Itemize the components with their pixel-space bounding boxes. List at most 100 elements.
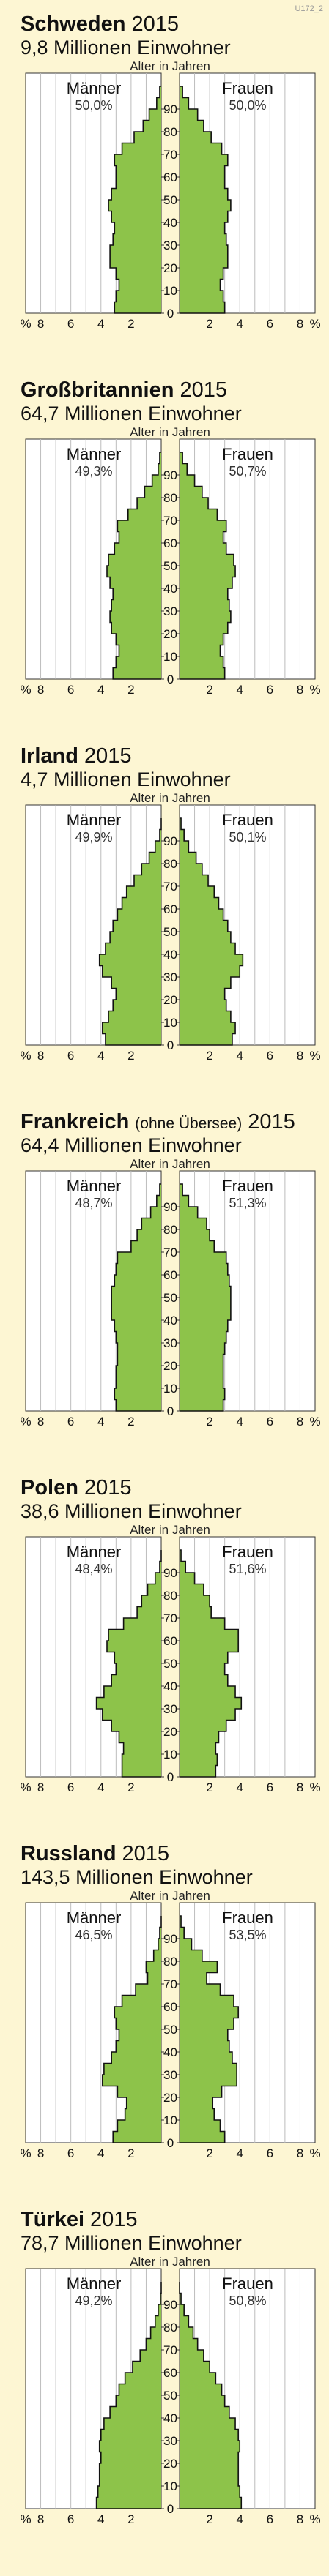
female-bar	[180, 2452, 239, 2463]
female-bar	[180, 1229, 210, 1241]
female-bar	[180, 268, 223, 280]
age-tick-label: 10	[163, 1016, 177, 1030]
female-bar	[180, 531, 223, 543]
female-bar	[180, 943, 236, 954]
age-tick-label: 90	[163, 834, 177, 848]
female-bar	[180, 954, 243, 966]
male-bar	[103, 2063, 161, 2075]
male-bar	[134, 132, 161, 143]
male-bar	[99, 2474, 161, 2486]
title-year: 2015	[180, 378, 227, 402]
female-bar	[180, 1184, 183, 1196]
chart-subtitle: 78,7 Millionen Einwohner	[21, 2232, 242, 2254]
male-bar	[111, 1298, 161, 1309]
female-bar	[180, 2373, 216, 2384]
population-pyramid: Alter in Jahren 0 10 20 30 40 50 60 70 80 90 Männer…	[20, 2255, 320, 2526]
male-bar	[117, 2086, 161, 2097]
x-tick-label: 6	[67, 1049, 74, 1063]
female-bar	[180, 475, 195, 487]
male-bar	[108, 200, 161, 211]
x-tick-label: 8	[297, 1049, 303, 1063]
female-bar	[180, 1573, 195, 1584]
x-tick-label: 2	[127, 317, 134, 331]
male-label: Männer	[67, 79, 122, 97]
country-name: Russland	[21, 1842, 117, 1865]
male-bar	[117, 909, 161, 921]
male-bar	[110, 256, 161, 268]
female-bar	[180, 2486, 240, 2498]
female-outline	[180, 1549, 243, 1778]
female-bar	[180, 599, 229, 611]
x-tick-label: 2	[206, 1781, 212, 1794]
male-outline	[95, 2282, 162, 2509]
female-bar	[180, 577, 232, 588]
male-share: 48,4%	[75, 1562, 112, 1576]
female-bar	[180, 2429, 239, 2441]
male-bar	[126, 2097, 161, 2109]
female-bar	[180, 1606, 212, 1618]
female-bar	[180, 875, 209, 886]
female-bar	[180, 1561, 186, 1573]
female-bar	[180, 2361, 210, 2373]
male-label: Männer	[67, 2274, 122, 2293]
female-bar	[180, 932, 231, 943]
age-tick-label: 40	[163, 2045, 177, 2059]
male-bar	[100, 2429, 161, 2441]
age-tick-label: 70	[163, 1246, 177, 1259]
x-tick-label: 2	[127, 1415, 134, 1429]
age-tick-label: 20	[163, 2091, 177, 2105]
male-bar	[102, 1709, 161, 1721]
female-outline	[180, 86, 232, 314]
female-bar	[180, 841, 189, 853]
x-tick-label: 4	[97, 1049, 104, 1063]
female-bar	[180, 2293, 182, 2304]
age-axis-label: Alter in Jahren	[130, 2255, 210, 2269]
female-bar	[180, 498, 209, 509]
plot-group: Alter in Jahren 0 10 20 30 40 50 60 70 80 90 Männer…	[20, 1889, 320, 2160]
male-bar	[147, 1584, 161, 1595]
age-tick-label: 10	[163, 1748, 177, 1761]
female-bar	[180, 2350, 204, 2362]
male-bar	[116, 634, 161, 645]
male-bar	[158, 1939, 161, 1950]
female-bar	[180, 1709, 236, 1721]
female-bar	[180, 2086, 222, 2097]
male-bar	[116, 291, 161, 302]
age-tick-label: 0	[167, 307, 174, 321]
female-bar	[180, 2497, 242, 2509]
title-year: 2015	[90, 2208, 138, 2231]
title-year: 2015	[248, 1110, 295, 1134]
male-bar	[111, 1286, 161, 1298]
age-tick-label: 70	[163, 1977, 177, 1991]
age-tick-label: 80	[163, 1955, 177, 1969]
age-tick-label: 40	[163, 948, 177, 962]
male-bar	[159, 829, 161, 841]
female-bar	[180, 2108, 215, 2120]
female-bar	[180, 886, 215, 898]
age-tick-label: 50	[163, 925, 177, 939]
percent-label: %	[309, 1415, 320, 1429]
percent-label: %	[309, 1049, 320, 1063]
male-bar	[102, 965, 161, 977]
age-tick-label: 80	[163, 1223, 177, 1237]
male-bar	[114, 2007, 161, 2018]
female-bar	[180, 554, 234, 566]
age-tick-label: 60	[163, 2366, 177, 2380]
female-bar	[180, 1765, 216, 1777]
male-share: 49,2%	[75, 2294, 112, 2308]
age-tick-label: 20	[163, 993, 177, 1007]
title-year: 2015	[84, 744, 132, 768]
male-bar	[116, 1263, 161, 1275]
female-bar	[180, 2097, 213, 2109]
age-tick-label: 0	[167, 1404, 174, 1418]
plot-group: Alter in Jahren 0 10 20 30 40 50 60 70 80 90 Männer…	[20, 1523, 320, 1794]
country-name: Schweden	[21, 12, 126, 36]
female-bar	[180, 611, 231, 623]
x-tick-label: 2	[127, 2146, 134, 2160]
x-tick-label: 2	[127, 1049, 134, 1063]
age-tick-label: 90	[163, 1566, 177, 1580]
x-tick-label: 4	[97, 1415, 104, 1429]
x-tick-label: 8	[37, 683, 44, 697]
age-tick-label: 20	[163, 2457, 177, 2471]
female-label: Frauen	[222, 79, 273, 97]
